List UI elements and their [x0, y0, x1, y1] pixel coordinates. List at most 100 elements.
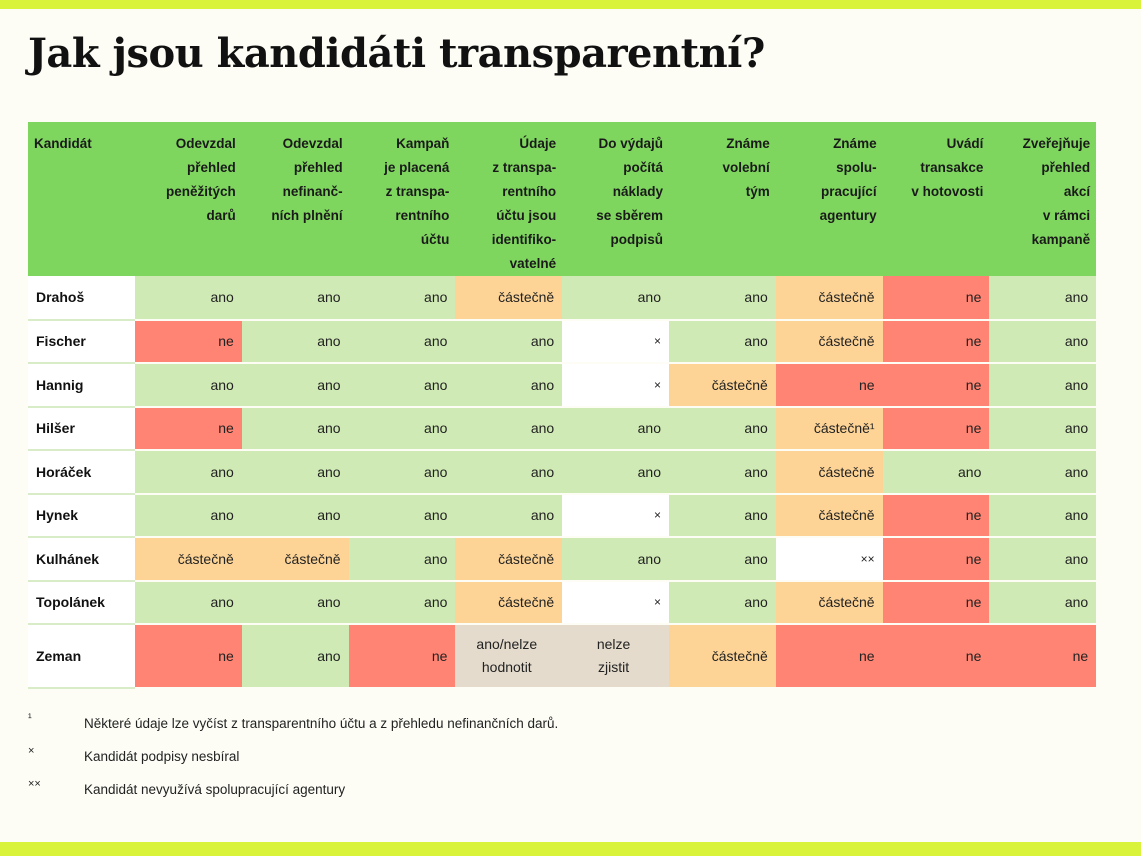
footnote-mark: × [28, 745, 35, 757]
column-header: Odevzdal přehled peněžitých darů [135, 122, 242, 276]
table-cell: ano [989, 363, 1097, 408]
table-cell: ne [882, 537, 990, 582]
table-cell: × [562, 319, 669, 364]
table-row: Kulhánek částečně částečně ano částečně ano an… [28, 537, 1097, 582]
candidate-name: Drahoš [28, 276, 135, 321]
page-title: Jak jsou kandidáti transparentní? [28, 30, 765, 77]
table-cell: ano [348, 319, 456, 364]
table-cell: ano [135, 450, 242, 495]
table-cell: ano/nelze hodnotit [455, 624, 563, 689]
table-cell: ano [241, 276, 349, 321]
candidate-name: Topolánek [28, 580, 135, 625]
table-cell: ano [348, 450, 456, 495]
table-cell: ano [668, 406, 776, 451]
table-cell: ano [562, 537, 669, 582]
candidate-name: Hynek [28, 493, 135, 538]
table-cell: ano [348, 580, 456, 625]
table-cell: ne [989, 624, 1097, 689]
table-cell: částečně [668, 624, 776, 689]
table-row: Drahoš ano ano ano částečně ano ano částečně ne a… [28, 276, 1097, 321]
table-cell: ano [562, 450, 669, 495]
table-cell: ne [775, 363, 883, 408]
table-row: Hannig ano ano ano ano × částečně ne ne ano [28, 363, 1097, 408]
table-cell: ano [348, 493, 456, 538]
column-header: Zveřejňuje přehled akcí v rámci kampaně [989, 122, 1097, 276]
table-cell: ano [241, 406, 349, 451]
table-cell: × [562, 493, 669, 538]
table-cell: ano [348, 537, 456, 582]
table-cell: ne [135, 319, 242, 364]
table-cell: ne [348, 624, 456, 689]
table-cell: částečně [455, 537, 563, 582]
candidate-name: Hannig [28, 363, 135, 408]
candidate-name: Fischer [28, 319, 135, 364]
table-cell: ne [135, 406, 242, 451]
column-header: Údaje z transpa- rentního účtu jsou iden… [455, 122, 563, 276]
table-cell: částečně [775, 319, 883, 364]
table-cell: ano [989, 319, 1097, 364]
table-cell: ano [455, 450, 563, 495]
table-cell: ano [989, 580, 1097, 625]
table-cell: ano [455, 493, 563, 538]
table-row: Hilšer ne ano ano ano ano ano částečně¹ ne ano [28, 406, 1097, 451]
table-cell: ne [882, 580, 990, 625]
table-cell: částečně [241, 537, 349, 582]
table-cell: ano [668, 537, 776, 582]
table-cell: ×× [775, 537, 883, 582]
table-cell: ano [668, 319, 776, 364]
table-cell: částečně [775, 580, 883, 625]
table-cell: ne [882, 406, 990, 451]
table-cell: částečně [668, 363, 776, 408]
table-cell: ne [775, 624, 883, 689]
table-cell: × [562, 580, 669, 625]
table-cell: ne [882, 493, 990, 538]
table-cell: ano [668, 493, 776, 538]
table-row: Horáček ano ano ano ano ano ano částečně ano ano [28, 450, 1097, 495]
table-cell: ano [455, 319, 563, 364]
table-cell: ano [135, 276, 242, 321]
table-cell: ne [882, 276, 990, 321]
table-cell: × [562, 363, 669, 408]
table-cell: ne [882, 363, 990, 408]
table-cell: ano [241, 580, 349, 625]
column-header: Známe spolu- pracující agentury [775, 122, 883, 276]
table-cell: ano [989, 406, 1097, 451]
column-header: Do výdajů počítá náklady se sběrem podpi… [562, 122, 669, 276]
table-cell: částečně¹ [775, 406, 883, 451]
table-cell: ano [668, 276, 776, 321]
table-cell: částečně [455, 580, 563, 625]
table-cell: ano [562, 276, 669, 321]
table-cell: ano [668, 580, 776, 625]
bottom-accent-bar [0, 842, 1141, 856]
table-cell: ano [241, 493, 349, 538]
column-header: Uvádí transakce v hotovosti [882, 122, 990, 276]
table-cell: nelze zjistit [562, 624, 669, 689]
column-header: Odevzdal přehled nefinanč- ních plnění [241, 122, 349, 276]
column-header-candidate: Kandidát [28, 122, 135, 276]
table-cell: částečně [775, 276, 883, 321]
column-header: Známe volební tým [668, 122, 776, 276]
table-row: Topolánek ano ano ano částečně × ano částečně ne… [28, 580, 1097, 625]
table-cell: ano [668, 450, 776, 495]
table-cell: ano [348, 276, 456, 321]
footnote-mark: ×× [28, 778, 41, 790]
candidate-name: Hilšer [28, 406, 135, 451]
table-cell: ano [562, 406, 669, 451]
candidate-name: Kulhánek [28, 537, 135, 582]
table-row: Fischer ne ano ano ano × ano částečně ne ano [28, 319, 1097, 364]
table-cell: ano [135, 363, 242, 408]
table-cell: ano [241, 624, 349, 689]
column-header: Kampaň je placená z transpa- rentního úč… [348, 122, 456, 276]
table-row: Hynek ano ano ano ano × ano částečně ne ano [28, 493, 1097, 538]
footnote-text: Některé údaje lze vyčíst z transparentní… [84, 716, 559, 731]
table-cell: částečně [135, 537, 242, 582]
table-cell: ano [135, 580, 242, 625]
table-cell: částečně [775, 493, 883, 538]
transparency-table: Kandidát Odevzdal přehled peněžitých darů… [28, 122, 1097, 689]
table-cell: ano [989, 493, 1097, 538]
table-row: Zeman ne ano ne ano/nelze hodnotit nelze zjis… [28, 624, 1097, 689]
table-cell: ano [241, 450, 349, 495]
table-cell: ano [348, 363, 456, 408]
table-cell: ano [241, 319, 349, 364]
table-cell: ne [882, 624, 990, 689]
